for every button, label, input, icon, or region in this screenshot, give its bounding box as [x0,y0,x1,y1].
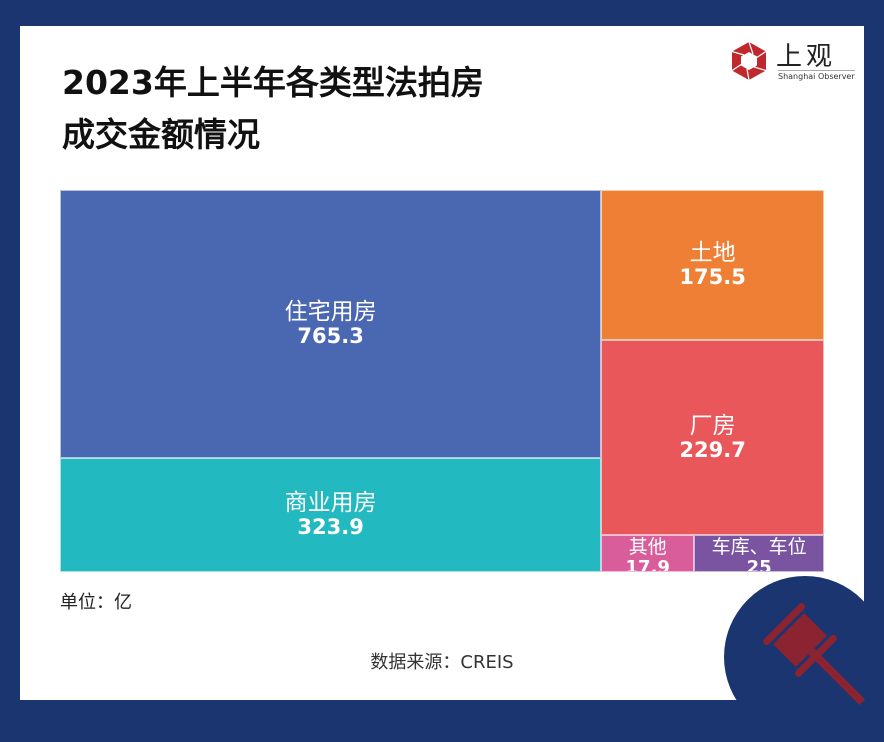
treemap-cell-label: 土地 [689,239,736,266]
treemap-cell-label: 住宅用房 [284,299,377,326]
treemap-cell-value: 323.9 [297,515,364,540]
treemap-cell-label: 车库、车位 [711,536,807,559]
treemap-cell: 车库、车位 25 [694,535,824,572]
logo-text-cn: 上观 [776,42,837,72]
treemap-cell: 住宅用房 765.3 [60,190,602,459]
treemap-cell-value: 17.9 [625,557,670,572]
source-label: 数据来源：CREIS [370,652,514,673]
logo-text-en: Shanghai Observer [778,70,855,81]
gavel-badge [724,576,884,738]
treemap-cell-value: 229.7 [679,437,746,462]
treemap-cell: 厂房 229.7 [601,339,824,536]
treemap-cell-label: 厂房 [689,412,736,439]
treemap-cell-label: 商业用房 [284,490,377,517]
treemap-cell: 商业用房 323.9 [60,458,602,572]
treemap-cell-value: 175.5 [679,264,746,289]
infographic-card: 2023年上半年各类型法拍房 成交金额情况 上观 Shanghai Observ… [20,26,864,700]
unit-label: 单位：亿 [60,592,132,613]
treemap: 住宅用房 765.3 商业用房 323.9 土地 175.5 厂房 229.7 其他 17.9 车库… [60,190,824,572]
treemap-cell-value: 765.3 [297,324,364,349]
treemap-cell-label: 其他 [628,536,667,559]
treemap-cell-value: 25 [746,557,772,572]
treemap-cell: 其他 17.9 [601,535,695,572]
treemap-cell: 土地 175.5 [601,190,824,340]
shanghai-observer-logo: 上观 Shanghai Observer [728,36,858,86]
chart-title-line-1: 2023年上半年各类型法拍房 [62,63,484,102]
chart-title-line-2: 成交金额情况 [62,115,260,154]
gavel-icon [763,603,866,706]
logo-hexagon-icon [731,41,767,81]
